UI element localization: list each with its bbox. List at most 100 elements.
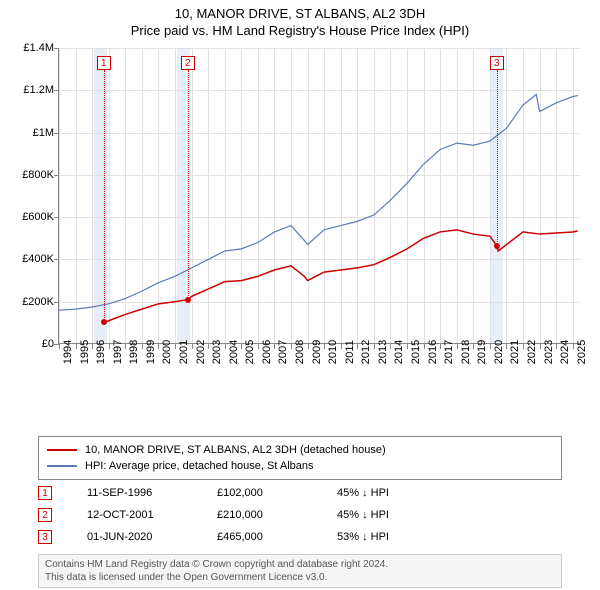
x-tick	[390, 344, 391, 349]
x-axis-label: 2003	[211, 340, 223, 364]
x-tick	[142, 344, 143, 349]
x-axis-label: 1997	[112, 340, 124, 364]
marker-dot	[494, 243, 500, 249]
event-list: 1 11-SEP-1996 £102,000 45% ↓ HPI 2 12-OCT-200…	[38, 482, 562, 548]
x-axis-label: 1999	[145, 340, 157, 364]
x-tick	[506, 344, 507, 349]
x-tick	[109, 344, 110, 349]
chart-container: 1 2 3 £0 £200K £400K £600K £800K £1M £1.2M £1.4M 1…	[10, 44, 590, 394]
event-date: 11-SEP-1996	[87, 487, 187, 499]
x-axis-label: 2004	[228, 340, 240, 364]
x-tick	[241, 344, 242, 349]
x-tick	[291, 344, 292, 349]
marker-guideline	[104, 70, 105, 322]
legend-swatch	[47, 449, 77, 451]
event-date: 01-JUN-2020	[87, 531, 187, 543]
legend: 10, MANOR DRIVE, ST ALBANS, AL2 3DH (det…	[38, 436, 562, 480]
x-axis-label: 2017	[443, 340, 455, 364]
footer-line1: Contains HM Land Registry data © Crown c…	[45, 558, 555, 571]
chart-svg	[59, 48, 581, 344]
event-price: £210,000	[217, 509, 307, 521]
x-tick	[374, 344, 375, 349]
event-price: £102,000	[217, 487, 307, 499]
y-axis-label: £600K	[14, 211, 54, 223]
x-axis-label: 2020	[493, 340, 505, 364]
plot-area: 1 2 3	[58, 48, 580, 344]
x-tick	[424, 344, 425, 349]
marker-label: 2	[181, 56, 195, 70]
event-row: 301-JUN-2020£465,00053% ↓ HPI	[38, 526, 562, 548]
x-axis-label: 2011	[344, 340, 356, 364]
legend-item: HPI: Average price, detached house, St A…	[47, 458, 553, 474]
x-axis-label: 2012	[360, 340, 372, 364]
x-axis-label: 2000	[161, 340, 173, 364]
x-tick	[357, 344, 358, 349]
event-price: £465,000	[217, 531, 307, 543]
event-diff: 45% ↓ HPI	[337, 509, 427, 521]
x-axis-label: 2025	[576, 340, 588, 364]
chart-title-subtitle: Price paid vs. HM Land Registry's House …	[0, 23, 600, 38]
marker-dot	[101, 319, 107, 325]
y-axis-label: £0	[14, 338, 54, 350]
marker-guideline	[497, 70, 498, 246]
legend-label: 10, MANOR DRIVE, ST ALBANS, AL2 3DH (det…	[85, 444, 386, 456]
x-axis-label: 2022	[526, 340, 538, 364]
x-axis-label: 2013	[377, 340, 389, 364]
legend-swatch	[47, 465, 77, 467]
x-tick	[573, 344, 574, 349]
y-axis-label: £200K	[14, 296, 54, 308]
y-axis-label: £800K	[14, 169, 54, 181]
event-marker: 2	[38, 508, 52, 522]
x-tick	[92, 344, 93, 349]
marker-label: 1	[97, 56, 111, 70]
x-tick	[59, 344, 60, 349]
series-hpi	[59, 95, 578, 311]
footer-attribution: Contains HM Land Registry data © Crown c…	[38, 554, 562, 588]
legend-label: HPI: Average price, detached house, St A…	[85, 460, 314, 472]
y-axis-label: £1.2M	[14, 84, 54, 96]
x-tick	[274, 344, 275, 349]
x-tick	[407, 344, 408, 349]
x-tick	[125, 344, 126, 349]
x-tick	[440, 344, 441, 349]
x-axis-label: 2005	[244, 340, 256, 364]
event-date: 12-OCT-2001	[87, 509, 187, 521]
footer-line2: This data is licensed under the Open Gov…	[45, 571, 555, 584]
event-diff: 45% ↓ HPI	[337, 487, 427, 499]
x-tick	[341, 344, 342, 349]
x-tick	[473, 344, 474, 349]
event-marker: 1	[38, 486, 52, 500]
event-row: 2 12-OCT-2001 £210,000 45% ↓ HPI	[38, 504, 562, 526]
x-tick	[308, 344, 309, 349]
marker-guideline	[188, 70, 189, 300]
x-tick	[258, 344, 259, 349]
x-axis-label: 2010	[327, 340, 339, 364]
x-tick	[457, 344, 458, 349]
y-axis-label: £1.4M	[14, 42, 54, 54]
x-axis-label: 2016	[427, 340, 439, 364]
y-axis-label: £1M	[14, 127, 54, 139]
x-axis-label: 2015	[410, 340, 422, 364]
y-axis-label: £400K	[14, 253, 54, 265]
x-tick	[225, 344, 226, 349]
event-diff: 53% ↓ HPI	[337, 531, 427, 543]
x-tick	[192, 344, 193, 349]
x-tick	[158, 344, 159, 349]
x-tick	[556, 344, 557, 349]
x-axis-label: 2024	[559, 340, 571, 364]
x-tick	[523, 344, 524, 349]
x-tick	[540, 344, 541, 349]
x-axis-label: 1995	[79, 340, 91, 364]
x-tick	[175, 344, 176, 349]
x-axis-label: 2021	[509, 340, 521, 364]
event-row: 1 11-SEP-1996 £102,000 45% ↓ HPI	[38, 482, 562, 504]
legend-item: 10, MANOR DRIVE, ST ALBANS, AL2 3DH (det…	[47, 442, 553, 458]
x-axis-label: 2008	[294, 340, 306, 364]
x-axis-label: 2018	[460, 340, 472, 364]
marker-dot	[185, 297, 191, 303]
x-axis-label: 1998	[128, 340, 140, 364]
x-axis-label: 1994	[62, 340, 74, 364]
marker-label: 3	[490, 56, 504, 70]
x-tick	[490, 344, 491, 349]
chart-title-address: 10, MANOR DRIVE, ST ALBANS, AL2 3DH	[0, 6, 600, 21]
